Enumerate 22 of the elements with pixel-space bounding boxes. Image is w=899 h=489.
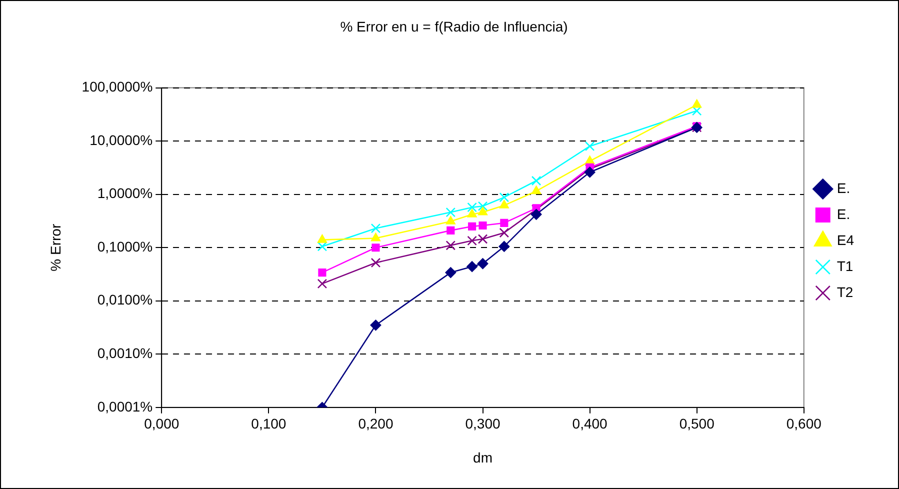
legend-label: E. — [836, 180, 850, 196]
y-tick-label: 0,0100% — [97, 292, 153, 308]
x-tick-label: 0,100 — [251, 416, 286, 432]
x-tick-label: 0,000 — [144, 416, 180, 432]
x-tick-label: 0,500 — [679, 416, 715, 432]
legend-label: T1 — [836, 258, 854, 274]
x-axis-title: dm — [473, 449, 492, 466]
legend-label: T2 — [836, 284, 854, 300]
legend-label: E4 — [836, 232, 854, 248]
x-tick-label: 0,200 — [358, 416, 394, 432]
legend-label: E. — [836, 206, 850, 222]
y-tick-label: 0,0010% — [97, 344, 153, 361]
x-tick-label: 0,600 — [786, 416, 822, 432]
y-tick-label: 100,0000% — [82, 78, 153, 95]
chart-title: % Error en u = f(Radio de Influencia) — [340, 18, 568, 34]
y-tick-label: 0,0001% — [97, 398, 153, 414]
x-tick-label: 0,400 — [572, 416, 608, 432]
y-tick-label: 10,0000% — [90, 132, 153, 148]
y-axis-title: % Error — [47, 224, 64, 272]
y-tick-label: 0,1000% — [97, 238, 153, 254]
x-tick-label: 0,300 — [465, 416, 500, 432]
y-tick-label: 1,0000% — [97, 185, 153, 202]
